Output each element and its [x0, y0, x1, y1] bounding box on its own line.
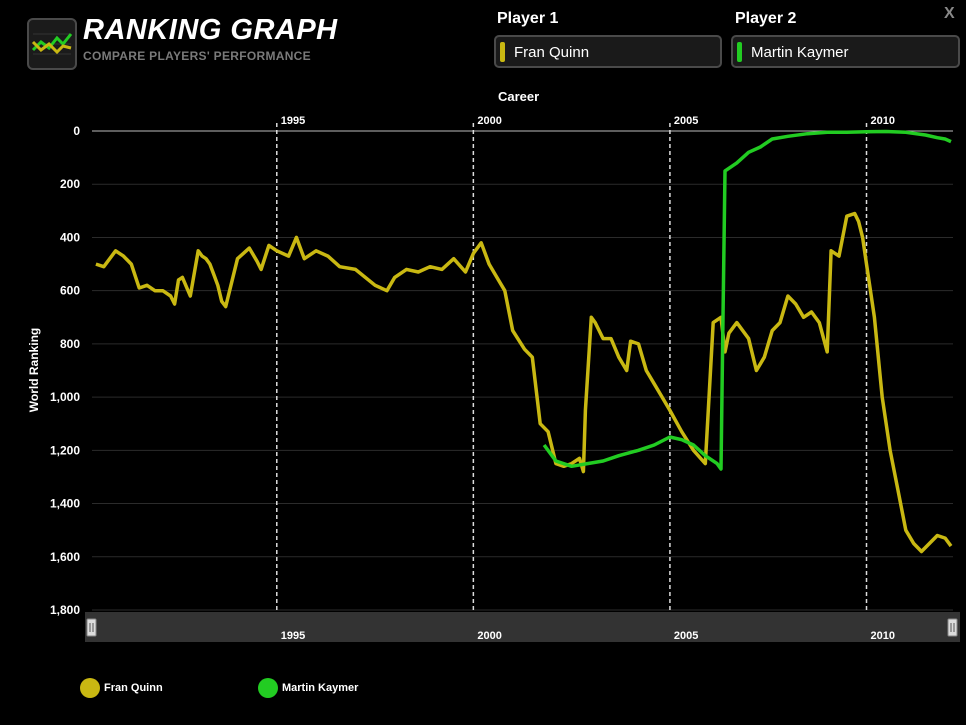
app-title: RANKING GRAPH: [83, 14, 338, 46]
legend-label-player1: Fran Quinn: [104, 682, 163, 694]
navigator-track[interactable]: [85, 612, 960, 642]
line-chart-icon: [31, 33, 73, 55]
range-label: Career: [498, 89, 540, 104]
series-group: [95, 129, 953, 554]
y-tick-label: 0: [73, 124, 80, 138]
logo-icon: [27, 18, 77, 70]
y-tick-label: 1,200: [50, 443, 80, 457]
x-tick-label: 2010: [871, 115, 895, 127]
player2-name: Martin Kaymer: [751, 44, 849, 61]
y-tick-label: 1,000: [50, 390, 80, 404]
player1-label: Player 1: [497, 10, 559, 27]
navigator-labels: 1995 2000 2005 2010: [281, 630, 895, 642]
player2-label: Player 2: [735, 10, 797, 27]
player1-name: Fran Quinn: [514, 44, 590, 61]
y-tick-label: 1,600: [50, 550, 80, 564]
player2-select[interactable]: Martin Kaymer: [731, 35, 960, 68]
y-tick-label: 600: [60, 284, 80, 298]
y-axis-label: World Ranking: [27, 328, 41, 412]
x-tick-label: 2005: [674, 115, 698, 127]
y-tick-label: 1,800: [50, 603, 80, 617]
legend-dot-player2: [258, 678, 278, 698]
series-line-2: [542, 129, 952, 471]
navigator-label: 2000: [477, 630, 501, 642]
y-tick-label: 400: [60, 230, 80, 244]
app-subtitle: COMPARE PLAYERS' PERFORMANCE: [83, 49, 311, 63]
y-tick-label: 200: [60, 177, 80, 191]
x-tick-label: 2000: [477, 115, 501, 127]
series-line-1: [95, 211, 953, 554]
legend-dot-player1: [80, 678, 100, 698]
chart-grid: [92, 123, 953, 642]
navigator-label: 1995: [281, 630, 305, 642]
x-tick-label: 1995: [281, 115, 305, 127]
navigator-label: 2005: [674, 630, 698, 642]
y-axis: 0 200 400 600 800 1,000 1,200 1,400 1,600 1,800: [50, 124, 80, 617]
navigator-right-handle[interactable]: [947, 618, 958, 637]
navigator-label: 2010: [871, 630, 895, 642]
x-axis: 1995 2000 2005 2010: [281, 115, 895, 127]
close-button[interactable]: X: [944, 5, 955, 22]
legend-label-player2: Martin Kaymer: [282, 682, 359, 694]
navigator-left-handle[interactable]: [86, 618, 97, 637]
player2-color-swatch: [737, 42, 742, 62]
y-tick-label: 1,400: [50, 497, 80, 511]
player1-color-swatch: [500, 42, 505, 62]
y-tick-label: 800: [60, 337, 80, 351]
player1-select[interactable]: Fran Quinn: [494, 35, 722, 68]
